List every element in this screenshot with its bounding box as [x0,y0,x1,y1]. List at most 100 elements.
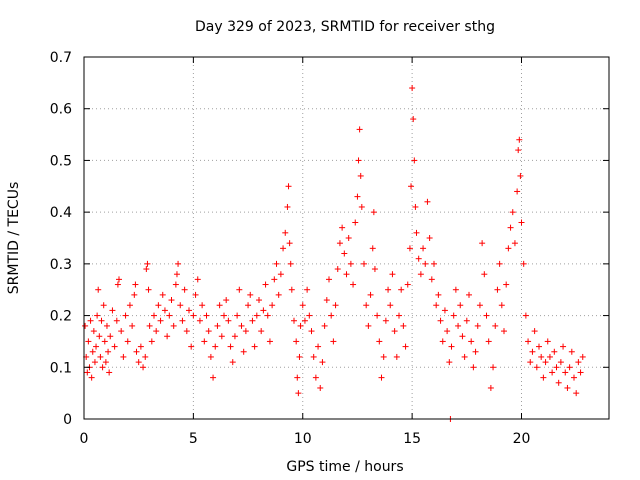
data-point-130 [321,322,328,329]
data-point-6 [88,374,95,381]
data-point-213 [487,384,494,391]
data-point-217 [496,260,503,267]
data-point-160 [380,353,387,360]
data-point-179 [415,255,422,262]
x-tick-label: 20 [513,431,531,447]
data-point-35 [131,291,138,298]
data-point-135 [332,302,339,309]
data-point-20 [103,322,110,329]
data-point-71 [201,338,208,345]
data-point-80 [221,312,227,319]
data-point-243 [549,369,556,376]
data-point-59 [175,260,182,267]
data-point-227 [516,136,523,143]
data-point-56 [170,322,177,329]
data-point-142 [347,260,354,267]
data-point-68 [194,276,201,283]
data-point-237 [536,343,542,350]
data-point-8 [90,328,97,335]
data-point-39 [137,343,144,350]
data-point-172 [406,245,413,252]
data-point-37 [133,348,140,355]
data-point-67 [192,291,199,298]
y-tick-label: 0.1 [50,360,72,376]
data-point-44 [145,286,152,293]
y-tick-label: 0.5 [50,153,72,169]
data-point-182 [422,260,429,267]
data-point-244 [551,348,558,355]
data-point-236 [533,364,540,371]
y-tick-label: 0.6 [50,102,72,118]
data-point-133 [328,312,335,319]
data-point-226 [515,147,522,154]
data-point-231 [522,312,529,319]
x-tick-label: 5 [189,431,198,447]
data-point-229 [518,219,525,226]
data-point-25 [111,343,118,350]
data-point-83 [227,343,234,350]
data-point-73 [205,328,212,335]
data-point-152 [365,322,372,329]
data-point-148 [357,172,364,179]
data-point-193 [446,359,453,366]
data-point-33 [126,302,133,309]
data-point-253 [571,374,577,381]
data-point-222 [507,224,514,231]
data-point-76 [212,343,219,350]
data-point-58 [173,271,180,278]
data-point-57 [172,281,179,288]
data-point-113 [288,286,295,293]
data-point-19 [102,359,109,366]
data-point-141 [345,235,352,241]
data-point-205 [470,364,477,371]
data-point-48 [153,328,160,335]
data-point-131 [323,297,330,304]
data-point-249 [562,369,569,376]
data-point-45 [146,322,153,329]
data-point-103 [271,276,278,283]
data-point-79 [218,333,225,340]
data-point-162 [385,286,392,293]
data-point-255 [575,359,582,366]
data-point-115 [293,338,300,345]
data-point-5 [87,317,94,324]
data-point-228 [517,172,524,179]
data-point-189 [437,317,444,324]
data-point-202 [463,317,470,324]
data-point-150 [361,260,367,267]
data-point-247 [557,359,564,366]
data-point-65 [188,343,195,350]
data-point-0 [82,322,89,329]
data-point-101 [266,338,273,345]
data-point-167 [396,312,402,319]
data-point-218 [498,302,505,309]
data-point-9 [91,359,98,366]
data-point-78 [216,302,223,309]
data-point-46 [148,338,155,345]
data-point-28 [116,276,122,283]
data-point-171 [404,281,411,288]
data-point-175 [410,116,417,123]
data-point-105 [275,291,282,298]
data-point-212 [485,338,492,345]
data-point-61 [179,317,186,324]
data-point-159 [378,374,385,381]
data-point-197 [452,286,459,293]
data-point-230 [520,260,527,267]
data-point-221 [505,245,512,252]
data-point-84 [229,359,236,366]
data-point-211 [483,312,490,319]
data-point-126 [312,374,319,381]
data-point-208 [476,302,483,309]
data-point-26 [113,317,120,324]
data-point-143 [350,281,357,288]
data-point-62 [181,286,188,293]
data-point-174 [409,85,416,92]
data-point-93 [249,317,256,324]
data-point-102 [269,302,276,309]
data-point-240 [542,359,549,366]
data-point-18 [101,338,108,345]
data-point-198 [455,322,462,329]
data-point-146 [355,157,362,164]
y-tick-label: 0.3 [50,257,72,273]
